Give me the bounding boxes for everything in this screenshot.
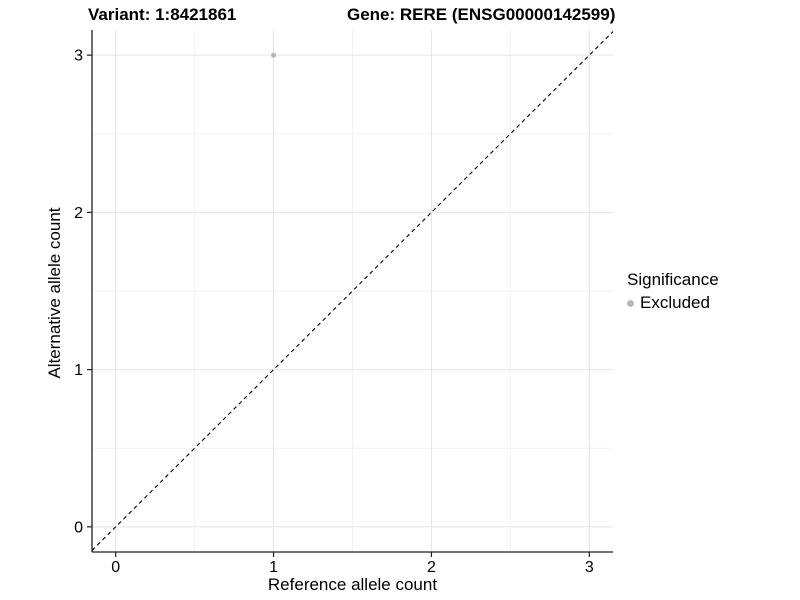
y-tick-label: 0 <box>74 519 83 536</box>
plot-title-gene: Gene: RERE (ENSG00000142599) <box>347 5 616 24</box>
y-tick-label: 2 <box>74 205 83 222</box>
legend: Significance Excluded <box>627 270 719 313</box>
x-axis-title: Reference allele count <box>267 575 438 594</box>
legend-dot-icon <box>627 299 634 307</box>
legend-item: Excluded <box>627 293 719 313</box>
x-tick-label: 0 <box>111 559 120 576</box>
legend-title: Significance <box>627 270 719 289</box>
y-tick-label: 3 <box>74 48 83 65</box>
y-tick-label: 1 <box>74 362 83 379</box>
plot-title-variant: Variant: 1:8421861 <box>88 5 237 24</box>
x-tick-label: 1 <box>269 559 278 576</box>
x-tick-label: 3 <box>585 559 594 576</box>
x-tick-label: 2 <box>427 559 436 576</box>
data-point <box>270 52 277 58</box>
legend-item-label: Excluded <box>640 293 710 312</box>
y-axis-title: Alternative allele count <box>45 207 64 379</box>
